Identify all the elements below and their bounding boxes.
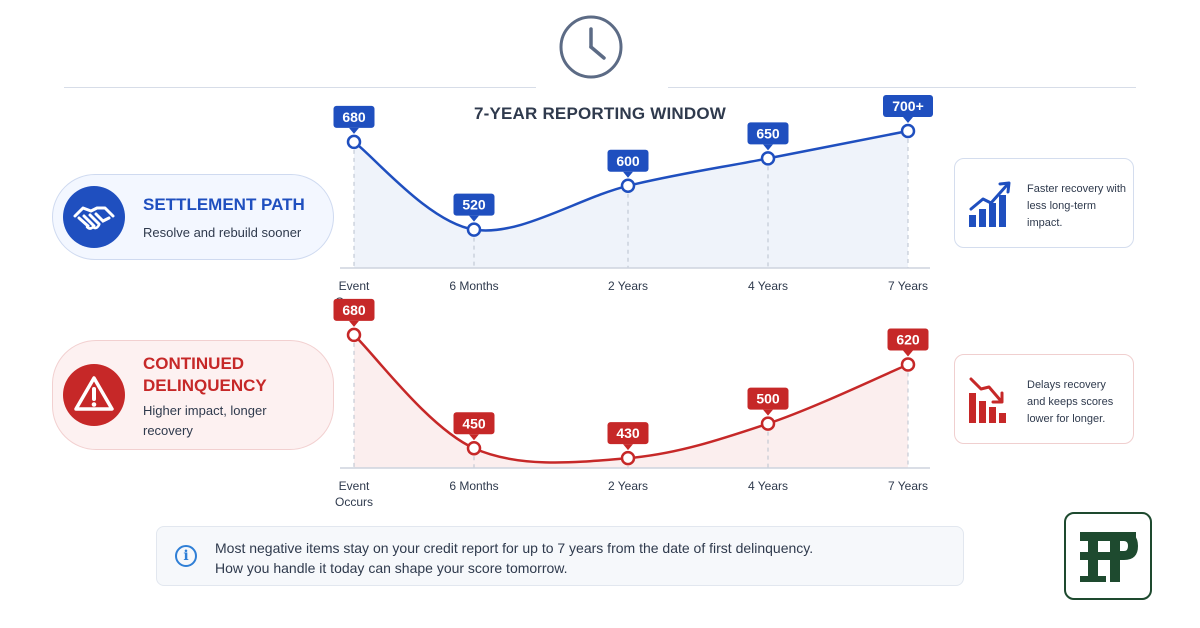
- settlement-tick-label: 7 Years: [888, 279, 928, 293]
- info-box: i Most negative items stay on your credi…: [156, 526, 964, 586]
- delinquency-data-label-pointer: [349, 320, 359, 327]
- settlement-data-label: 600: [616, 153, 640, 169]
- delinquency-path-title: CONTINUED DELINQUENCY: [143, 354, 267, 395]
- decline-chart-icon: [969, 377, 1006, 423]
- settlement-path-subtitle: Resolve and rebuild sooner: [143, 225, 302, 240]
- delinquency-data-label: 430: [616, 425, 640, 441]
- settlement-data-label-bg: [883, 94, 933, 117]
- delinquency-data-label-bg: [333, 298, 375, 321]
- delinquency-area: [354, 334, 908, 468]
- settlement-data-label: 700+: [892, 98, 924, 114]
- settlement-data-point: [900, 123, 916, 139]
- settlement-data-label: 680: [342, 109, 366, 125]
- info-line-2: How you handle it today can shape your s…: [215, 560, 568, 576]
- info-line-1: Most negative items stay on your credit …: [215, 540, 814, 556]
- handshake-icon: [63, 186, 125, 248]
- delinquency-data-label: 450: [462, 415, 486, 431]
- settlement-data-point: [346, 134, 362, 150]
- header-divider-right: [668, 87, 1136, 88]
- delinquency-tick-label: 6 Months: [449, 479, 498, 493]
- delinquency-data-point: [346, 327, 362, 343]
- delinquency-data-point: [900, 357, 916, 372]
- settlement-tick-label: 4 Years: [748, 279, 788, 293]
- delinquency-data-label-bg: [607, 422, 649, 445]
- delinquency-tick-label: 4 Years: [748, 479, 788, 493]
- growth-chart-icon: [969, 181, 1011, 227]
- settlement-tick-label: 6 Months: [449, 279, 498, 293]
- settlement-note-card: Faster recovery with less long-term impa…: [954, 158, 1134, 248]
- brand-logo: [1064, 512, 1152, 600]
- delinquency-data-label-pointer: [763, 409, 773, 416]
- header-divider-left: [64, 87, 536, 88]
- delinquency-data-label-pointer: [469, 434, 479, 441]
- delinquency-data-point: [620, 450, 636, 466]
- settlement-path-card: SETTLEMENT PATH Resolve and rebuild soon…: [52, 174, 334, 260]
- settlement-data-point: [760, 151, 776, 166]
- delinquency-data-point: [760, 416, 776, 431]
- delinquency-path-subtitle: Higher impact, longer recovery: [143, 403, 267, 438]
- settlement-data-label-bg: [607, 149, 649, 172]
- settlement-tick-label: 2 Years: [608, 279, 648, 293]
- settlement-data-label-pointer: [623, 171, 633, 178]
- delinquency-tick-label: Event Occurs: [335, 479, 373, 509]
- settlement-data-label-bg: [333, 105, 375, 128]
- page-title: 7-YEAR REPORTING WINDOW: [473, 104, 727, 123]
- delinquency-data-point: [466, 441, 482, 456]
- info-icon: i: [175, 545, 197, 567]
- delinquency-data-label: 620: [896, 332, 920, 348]
- delinquency-data-label-bg: [453, 412, 495, 435]
- delinquency-data-label-pointer: [623, 444, 633, 451]
- settlement-data-label-pointer: [763, 144, 773, 151]
- settlement-data-point: [620, 178, 636, 194]
- delinquency-tick-label: 7 Years: [888, 479, 928, 493]
- settlement-note: Faster recovery with less long-term impa…: [1027, 183, 1127, 229]
- delinquency-data-label-bg: [887, 328, 929, 351]
- settlement-path-title: SETTLEMENT PATH: [143, 195, 305, 214]
- delinquency-data-label: 500: [756, 391, 780, 407]
- warning-icon: [63, 364, 125, 426]
- delinquency-tick-label: 2 Years: [608, 479, 648, 493]
- settlement-data-label-bg: [453, 193, 495, 216]
- settlement-data-label-pointer: [469, 215, 479, 222]
- settlement-data-label: 650: [756, 125, 780, 141]
- delinquency-data-label: 680: [342, 302, 366, 318]
- settlement-data-label-pointer: [903, 116, 913, 123]
- delinquency-data-label-bg: [747, 387, 789, 410]
- settlement-data-label: 520: [462, 197, 486, 213]
- delinquency-path-card: CONTINUED DELINQUENCY Higher impact, lon…: [52, 340, 334, 450]
- settlement-data-label-bg: [747, 122, 789, 145]
- clock-icon: [559, 15, 623, 79]
- delinquency-note-card: Delays recovery and keeps scores lower f…: [954, 354, 1134, 444]
- settlement-data-label-pointer: [349, 127, 359, 134]
- settlement-data-point: [466, 222, 482, 237]
- delinquency-data-label-pointer: [903, 350, 913, 357]
- delinquency-note: Delays recovery and keeps scores lower f…: [1027, 379, 1114, 425]
